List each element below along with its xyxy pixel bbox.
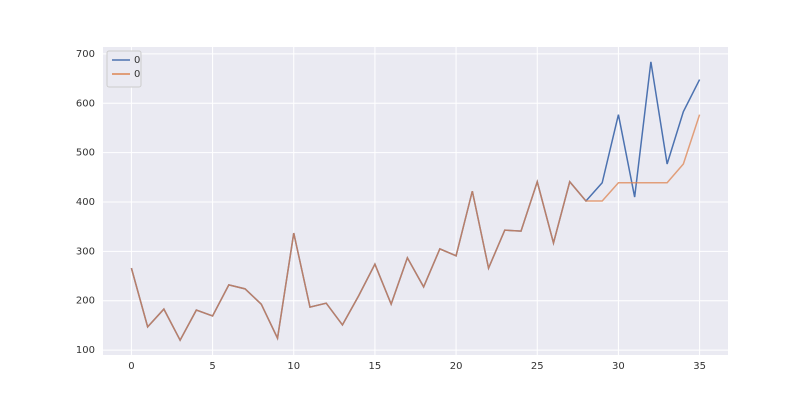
y-tick-label: 300 [76,246,95,257]
x-tick-label: 5 [209,361,215,372]
y-tick-label: 100 [76,345,95,356]
x-tick-label: 0 [128,361,134,372]
y-tick-label: 600 [76,98,95,109]
x-tick-label: 10 [287,361,300,372]
x-tick-label: 35 [693,361,706,372]
legend: 00 [106,50,142,88]
x-tick-label: 20 [450,361,463,372]
y-tick-label: 200 [76,296,95,307]
plot-area [103,47,728,355]
x-tick-label: 25 [531,361,544,372]
y-tick-label: 500 [76,148,95,159]
x-tick-label: 15 [369,361,382,372]
x-tick-label: 30 [612,361,625,372]
y-tick-label: 400 [76,197,95,208]
y-tick-label: 700 [76,49,95,60]
legend-label: 0 [134,55,140,66]
line-series [130,114,701,342]
legend-label: 0 [134,69,140,80]
